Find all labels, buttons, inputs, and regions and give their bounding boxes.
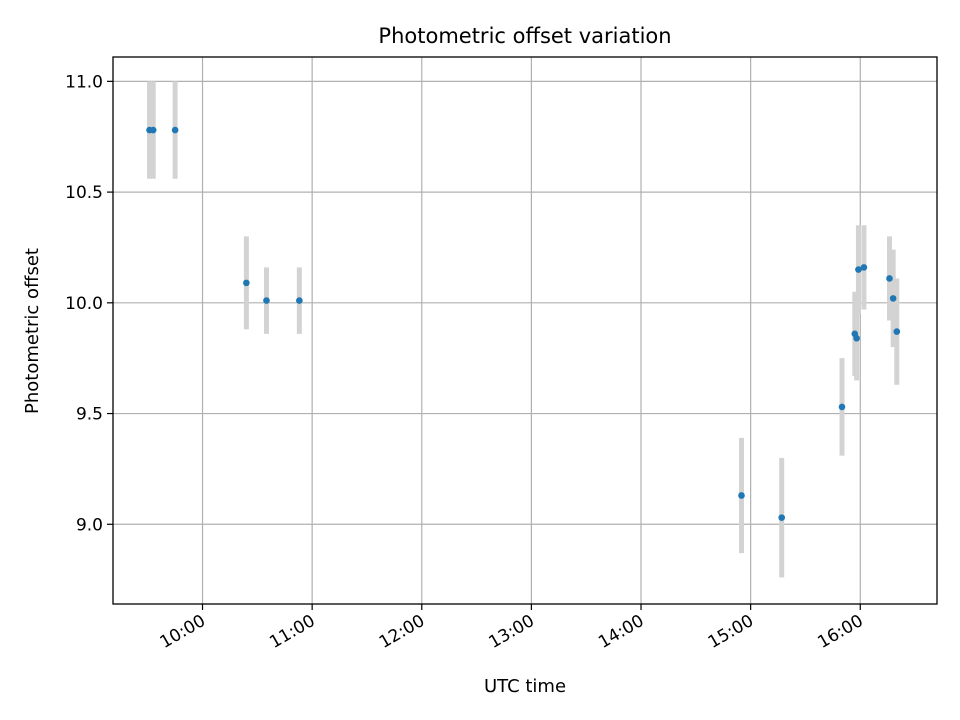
data-point xyxy=(889,295,897,302)
y-tick-label: 10.0 xyxy=(65,294,103,314)
data-point xyxy=(886,275,893,282)
data-point xyxy=(171,126,179,134)
data-point xyxy=(860,264,868,271)
plot-frame xyxy=(112,56,938,605)
point-layer xyxy=(146,126,901,521)
data-point xyxy=(738,492,745,499)
data-point xyxy=(893,328,901,335)
y-axis-label: Photometric offset xyxy=(22,248,43,414)
data-point xyxy=(855,266,862,273)
y-tick-label: 9.0 xyxy=(76,515,103,535)
data-point xyxy=(263,297,270,304)
y-tick-label: 11.0 xyxy=(65,72,103,92)
chart-title: Photometric offset variation xyxy=(378,24,671,48)
data-point xyxy=(243,279,250,287)
data-point xyxy=(296,297,303,304)
data-point xyxy=(778,514,786,521)
y-tick-label: 10.5 xyxy=(65,183,103,203)
grid-layer xyxy=(113,57,937,604)
data-point xyxy=(853,334,860,342)
data-point xyxy=(838,403,846,411)
y-tick-label: 9.5 xyxy=(76,405,103,425)
data-point xyxy=(149,126,157,134)
x-axis-label: UTC time xyxy=(484,676,566,697)
